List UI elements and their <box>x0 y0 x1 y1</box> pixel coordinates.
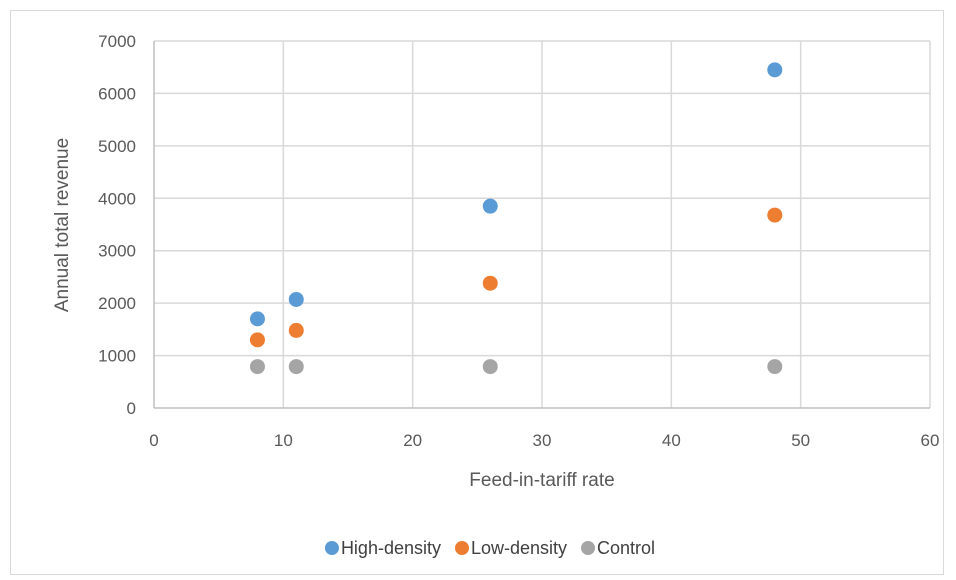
point-control <box>482 359 498 375</box>
point-high-density <box>288 291 304 307</box>
x-tick-label: 20 <box>403 431 422 450</box>
y-tick-label: 3000 <box>98 242 136 261</box>
x-axis-title: Feed-in-tariff rate <box>469 470 614 491</box>
y-tick-label: 7000 <box>98 32 136 51</box>
x-tick-label: 60 <box>921 431 940 450</box>
legend-marker-low-density <box>454 541 469 555</box>
legend-label-low-density: Low-density <box>471 538 567 558</box>
y-tick-label: 2000 <box>98 294 136 313</box>
legend-label-high-density: High-density <box>341 538 441 558</box>
x-tick-label: 40 <box>662 431 681 450</box>
legend-label-control: Control <box>597 538 655 558</box>
legend-marker-high-density <box>324 541 339 555</box>
y-tick-label: 0 <box>127 399 136 418</box>
point-low-density <box>249 332 265 348</box>
x-tick-label: 30 <box>533 431 552 450</box>
legend: High-density Low-density Control <box>324 538 655 558</box>
chart-frame <box>10 10 944 575</box>
point-low-density <box>288 322 304 338</box>
point-high-density <box>482 198 498 214</box>
point-control <box>249 359 265 375</box>
point-control <box>767 359 783 375</box>
x-tick-label: 50 <box>791 431 810 450</box>
y-tick-label: 4000 <box>98 189 136 208</box>
point-control <box>288 359 304 375</box>
y-tick-label: 1000 <box>98 347 136 366</box>
point-high-density <box>249 311 265 327</box>
axes: 0 1000 2000 3000 4000 5000 6000 7000 0 10 20 30 40 50… <box>98 32 939 450</box>
y-tick-label: 5000 <box>98 137 136 156</box>
data-points <box>249 62 783 375</box>
x-tick-label: 0 <box>149 431 158 450</box>
point-low-density <box>767 207 783 223</box>
legend-marker-control <box>581 541 596 555</box>
x-tick-label: 10 <box>274 431 293 450</box>
point-low-density <box>482 275 498 291</box>
y-axis-title: Annual total revenue <box>52 138 73 312</box>
point-high-density <box>767 62 783 78</box>
gridlines <box>154 40 931 408</box>
y-tick-label: 6000 <box>98 84 136 103</box>
